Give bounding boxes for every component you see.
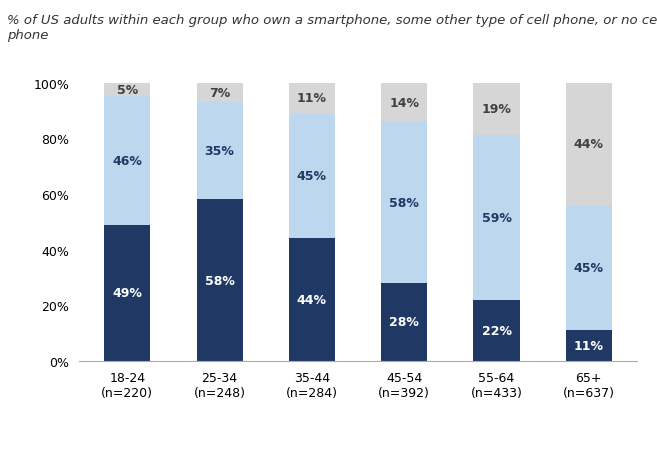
Text: 11%: 11% bbox=[574, 339, 604, 352]
Bar bbox=[289, 114, 335, 239]
Bar bbox=[289, 239, 335, 361]
Text: 22%: 22% bbox=[482, 324, 512, 337]
Bar bbox=[196, 83, 242, 103]
Bar bbox=[381, 83, 427, 122]
Bar bbox=[381, 122, 427, 283]
Bar bbox=[289, 83, 335, 114]
Text: 46%: 46% bbox=[112, 155, 142, 168]
Bar bbox=[474, 83, 520, 136]
Text: 49%: 49% bbox=[112, 287, 142, 300]
Text: 11%: 11% bbox=[297, 92, 327, 105]
Bar bbox=[474, 300, 520, 361]
Text: 58%: 58% bbox=[390, 196, 419, 209]
Bar bbox=[104, 225, 150, 361]
Bar bbox=[381, 283, 427, 361]
Text: 28%: 28% bbox=[390, 316, 419, 329]
Bar bbox=[104, 97, 150, 225]
Bar bbox=[566, 83, 612, 206]
Text: % of US adults within each group who own a smartphone, some other type of cell p: % of US adults within each group who own… bbox=[7, 14, 657, 42]
Text: 44%: 44% bbox=[297, 294, 327, 307]
Text: 7%: 7% bbox=[209, 87, 230, 100]
Bar bbox=[196, 103, 242, 200]
Bar bbox=[566, 331, 612, 361]
Text: 14%: 14% bbox=[389, 96, 419, 109]
Text: 19%: 19% bbox=[482, 103, 511, 116]
Text: 5%: 5% bbox=[117, 84, 138, 97]
Text: 59%: 59% bbox=[482, 212, 511, 225]
Text: 44%: 44% bbox=[574, 138, 604, 151]
Bar bbox=[196, 200, 242, 361]
Bar bbox=[566, 206, 612, 331]
Text: 45%: 45% bbox=[574, 262, 604, 275]
Text: 58%: 58% bbox=[205, 274, 235, 287]
Text: 45%: 45% bbox=[297, 170, 327, 183]
Bar bbox=[474, 136, 520, 300]
Text: 35%: 35% bbox=[205, 145, 235, 158]
Bar bbox=[104, 83, 150, 97]
